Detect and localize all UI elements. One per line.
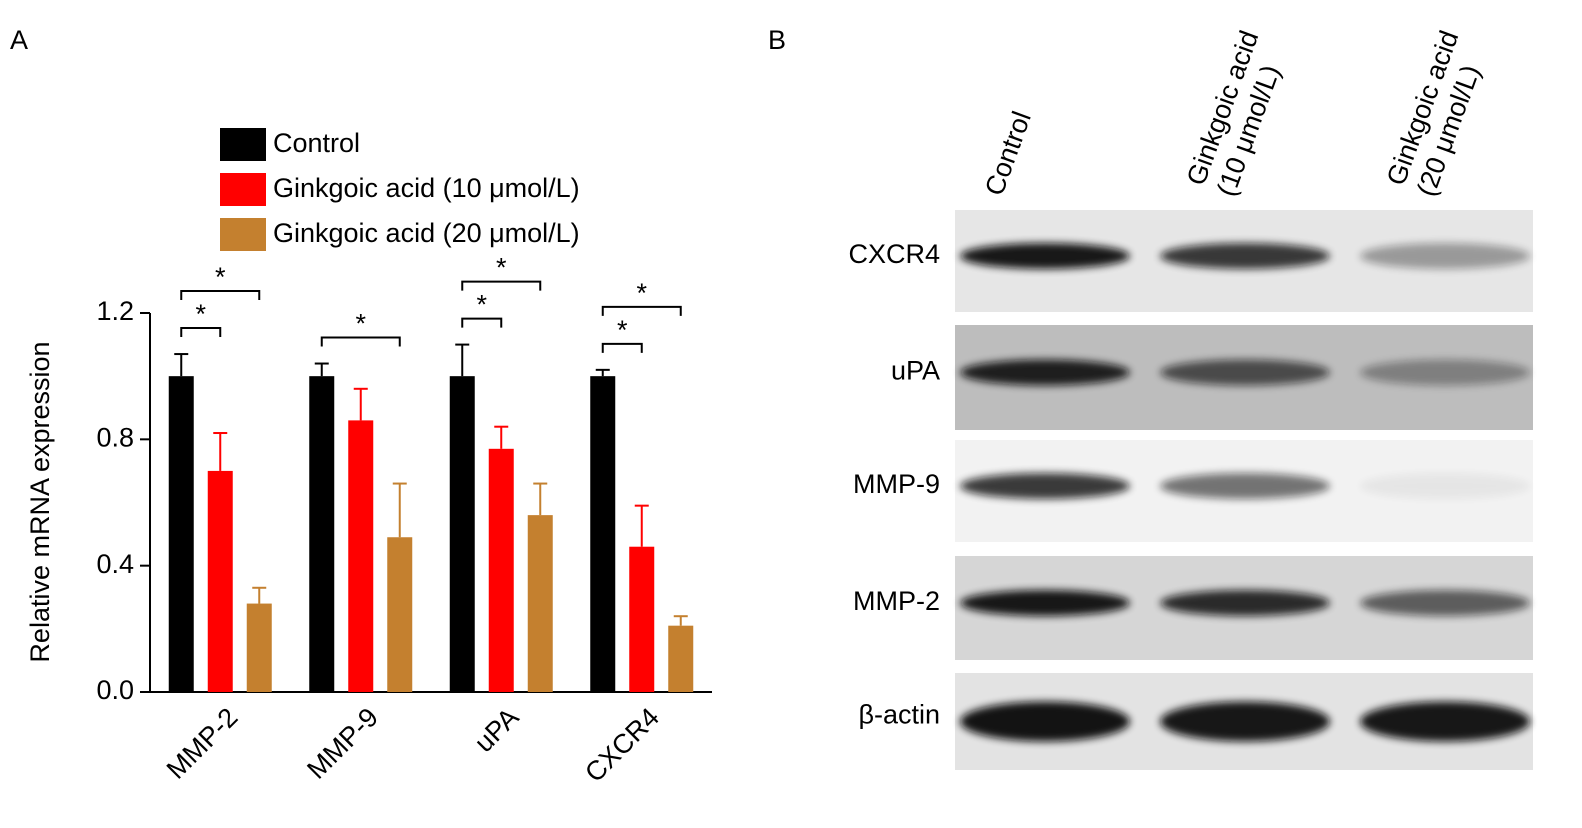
blot-band (960, 590, 1130, 616)
significance-label: * (195, 299, 206, 329)
protein-label: uPA (891, 356, 940, 386)
blot-band (1360, 243, 1530, 269)
error-bar (533, 482, 548, 516)
error-bar (673, 615, 688, 626)
legend-label: Control (273, 128, 360, 158)
significance-label: * (496, 253, 507, 283)
significance-bracket (180, 290, 261, 301)
y-tick-label: 0.0 (96, 675, 134, 705)
bar (309, 376, 335, 692)
legend-swatch (220, 218, 266, 251)
blot-band (960, 243, 1130, 269)
bar (348, 420, 374, 692)
bar (629, 546, 655, 692)
bar (246, 603, 272, 692)
x-tick-label: MMP-9 (301, 702, 384, 785)
lane-label-line: Control (979, 107, 1037, 199)
y-axis-label: Relative mRNA expression (25, 341, 55, 662)
legend-label: Ginkgoic acid (20 μmol/L) (273, 218, 580, 248)
panel-label: A (10, 25, 28, 55)
panel-label: B (768, 25, 786, 55)
blot-band (1160, 359, 1330, 386)
y-tick-label: 1.2 (96, 296, 134, 326)
y-tick-label: 0.8 (96, 422, 134, 452)
x-tick-label: uPA (469, 702, 525, 758)
blot-band (960, 359, 1130, 386)
blot-band (1360, 359, 1530, 386)
blot-band (1360, 701, 1530, 742)
error-bar (353, 387, 368, 421)
bar (387, 537, 413, 692)
x-tick-label: MMP-2 (161, 702, 244, 785)
blot-band (1360, 590, 1530, 616)
error-bar (634, 504, 649, 547)
error-bar (595, 368, 610, 377)
blot-band (1160, 243, 1330, 269)
significance-label: * (476, 290, 487, 320)
bar (168, 376, 194, 692)
error-bar (252, 586, 267, 604)
blot-band (960, 701, 1130, 742)
significance-label: * (215, 262, 226, 292)
error-bar (213, 432, 228, 471)
error-bar (455, 343, 470, 377)
legend-label: Ginkgoic acid (10 μmol/L) (273, 173, 580, 203)
bar (590, 376, 616, 692)
bar (449, 376, 475, 692)
error-bar (392, 482, 407, 538)
blot-band (1160, 701, 1330, 742)
error-bar (174, 353, 189, 377)
significance-bracket (601, 305, 682, 316)
significance-bracket (601, 342, 643, 353)
significance-bracket (320, 336, 401, 347)
significance-bracket (180, 327, 222, 338)
lane-label: Ginkgoic acid(20 μmol/L) (1381, 27, 1495, 201)
bar (207, 470, 233, 692)
protein-label: β-actin (858, 700, 940, 730)
bar (488, 448, 514, 692)
legend-swatch (220, 173, 266, 206)
error-bar (314, 362, 329, 377)
blot-band (1360, 473, 1530, 499)
significance-bracket (461, 317, 503, 328)
bar (527, 515, 553, 692)
significance-label: * (355, 309, 366, 339)
x-tick-label: CXCR4 (579, 702, 665, 788)
error-bar (494, 425, 509, 449)
blot-band (960, 473, 1130, 499)
y-tick-label: 0.4 (96, 549, 134, 579)
protein-label: MMP-9 (853, 469, 940, 499)
blot-band (1160, 473, 1330, 499)
lane-label: Ginkgoic acid(10 μmol/L) (1181, 27, 1295, 201)
legend-swatch (220, 128, 266, 161)
significance-label: * (617, 315, 628, 345)
bar (668, 625, 694, 692)
lane-label: Control (979, 107, 1037, 199)
protein-label: MMP-2 (853, 586, 940, 616)
blot-band (1160, 590, 1330, 616)
protein-label: CXCR4 (848, 239, 940, 269)
significance-label: * (636, 278, 647, 308)
significance-bracket (461, 280, 542, 291)
